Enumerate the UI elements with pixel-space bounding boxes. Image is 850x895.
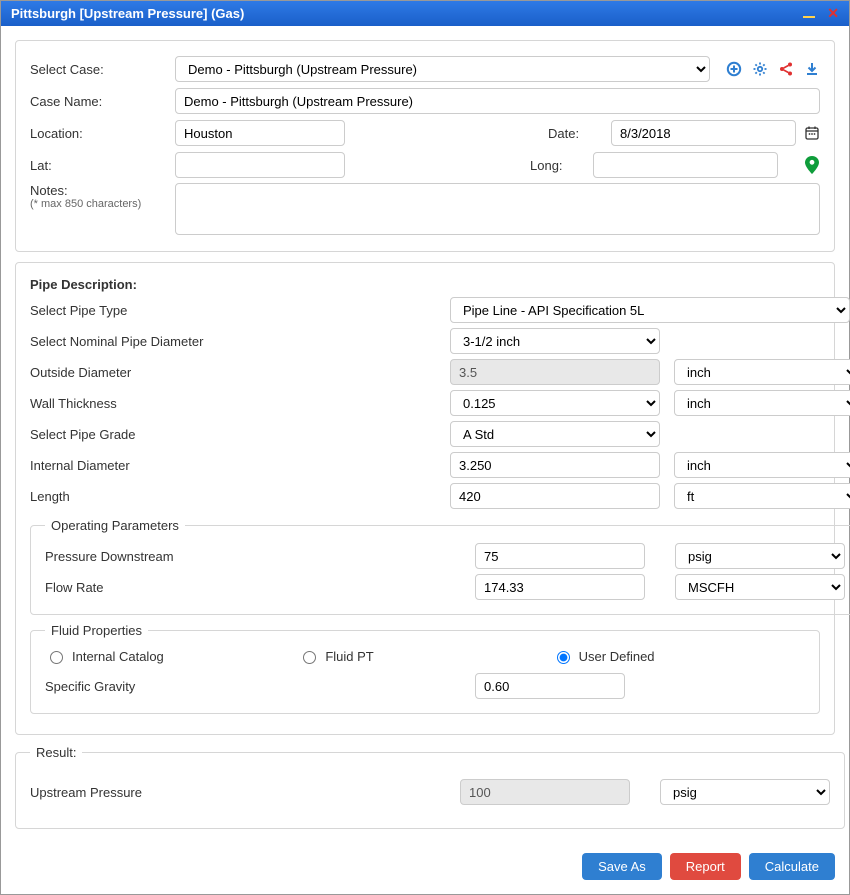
add-icon[interactable] <box>726 61 742 77</box>
radio-internal-input[interactable] <box>50 651 63 664</box>
button-row: Save As Report Calculate <box>1 847 849 894</box>
location-label: Location: <box>30 126 175 141</box>
case-name-input[interactable] <box>175 88 820 114</box>
grade-label: Select Pipe Grade <box>30 427 450 442</box>
up-value <box>460 779 630 805</box>
radio-pt-input[interactable] <box>303 651 316 664</box>
window-title: Pittsburgh [Upstream Pressure] (Gas) <box>11 6 244 21</box>
content: Select Case: Demo - Pittsburgh (Upstream… <box>1 26 849 847</box>
flow-label: Flow Rate <box>45 580 475 595</box>
p-down-unit-select[interactable]: psig <box>675 543 845 569</box>
radio-fluid-pt[interactable]: Fluid PT <box>298 648 551 664</box>
result-fieldset: Result: Upstream Pressure psig <box>15 745 845 829</box>
length-unit-select[interactable]: ft <box>674 483 850 509</box>
grade-select[interactable]: A Std <box>450 421 660 447</box>
wall-select[interactable]: 0.125 <box>450 390 660 416</box>
od-input <box>450 359 660 385</box>
titlebar: Pittsburgh [Upstream Pressure] (Gas) ✕ <box>1 1 849 26</box>
notes-textarea[interactable] <box>175 183 820 235</box>
long-label: Long: <box>530 158 585 173</box>
result-legend: Result: <box>30 745 82 760</box>
radio-internal-catalog[interactable]: Internal Catalog <box>45 648 298 664</box>
p-down-label: Pressure Downstream <box>45 549 475 564</box>
calendar-icon[interactable] <box>804 125 820 141</box>
share-icon[interactable] <box>778 61 794 77</box>
save-as-button[interactable]: Save As <box>582 853 662 880</box>
sg-label: Specific Gravity <box>45 679 475 694</box>
download-icon[interactable] <box>804 61 820 77</box>
flow-input[interactable] <box>475 574 645 600</box>
operating-legend: Operating Parameters <box>45 518 185 533</box>
sg-input[interactable] <box>475 673 625 699</box>
notes-label-col: Notes: (* max 850 characters) <box>30 183 175 210</box>
pipe-panel: Pipe Description: Select Pipe Type Pipe … <box>15 262 835 735</box>
date-input[interactable] <box>611 120 796 146</box>
case-name-label: Case Name: <box>30 94 175 109</box>
notes-label: Notes: <box>30 183 175 198</box>
fluid-legend: Fluid Properties <box>45 623 148 638</box>
select-case-dropdown[interactable]: Demo - Pittsburgh (Upstream Pressure) <box>175 56 710 82</box>
up-label: Upstream Pressure <box>30 785 460 800</box>
report-button[interactable]: Report <box>670 853 741 880</box>
pipe-section-title: Pipe Description: <box>30 277 820 292</box>
lat-label: Lat: <box>30 158 175 173</box>
radio-user-defined[interactable]: User Defined <box>552 648 805 664</box>
notes-help: (* max 850 characters) <box>30 198 175 210</box>
od-label: Outside Diameter <box>30 365 450 380</box>
select-case-label: Select Case: <box>30 62 175 77</box>
wall-unit-select[interactable]: inch <box>674 390 850 416</box>
length-label: Length <box>30 489 450 504</box>
pipe-type-label: Select Pipe Type <box>30 303 450 318</box>
p-down-input[interactable] <box>475 543 645 569</box>
up-unit-select[interactable]: psig <box>660 779 830 805</box>
map-pin-icon[interactable] <box>804 157 820 173</box>
calculate-button[interactable]: Calculate <box>749 853 835 880</box>
case-panel: Select Case: Demo - Pittsburgh (Upstream… <box>15 40 835 252</box>
nominal-select[interactable]: 3-1/2 inch <box>450 328 660 354</box>
radio-pt-label: Fluid PT <box>325 649 373 664</box>
id-unit-select[interactable]: inch <box>674 452 850 478</box>
titlebar-controls: ✕ <box>801 5 839 22</box>
radio-internal-label: Internal Catalog <box>72 649 164 664</box>
od-unit-select[interactable]: inch <box>674 359 850 385</box>
window: Pittsburgh [Upstream Pressure] (Gas) ✕ S… <box>0 0 850 895</box>
lat-input[interactable] <box>175 152 345 178</box>
flow-unit-select[interactable]: MSCFH <box>675 574 845 600</box>
long-input[interactable] <box>593 152 778 178</box>
pipe-type-select[interactable]: Pipe Line - API Specification 5L <box>450 297 850 323</box>
nominal-label: Select Nominal Pipe Diameter <box>30 334 450 349</box>
radio-user-label: User Defined <box>579 649 655 664</box>
gear-icon[interactable] <box>752 61 768 77</box>
id-label: Internal Diameter <box>30 458 450 473</box>
fluid-fieldset: Fluid Properties Internal Catalog Fluid … <box>30 623 820 714</box>
wall-label: Wall Thickness <box>30 396 450 411</box>
close-icon[interactable]: ✕ <box>827 5 839 22</box>
length-input[interactable] <box>450 483 660 509</box>
operating-fieldset: Operating Parameters Pressure Downstream… <box>30 518 850 615</box>
id-input[interactable] <box>450 452 660 478</box>
case-toolbar <box>726 61 820 77</box>
minimize-icon[interactable] <box>801 6 817 22</box>
radio-user-input[interactable] <box>557 651 570 664</box>
date-label: Date: <box>548 126 603 141</box>
location-input[interactable] <box>175 120 345 146</box>
